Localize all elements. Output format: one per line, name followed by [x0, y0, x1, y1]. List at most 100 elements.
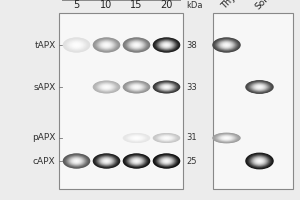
Ellipse shape [126, 82, 147, 92]
Ellipse shape [134, 137, 139, 139]
Ellipse shape [154, 81, 179, 93]
Ellipse shape [100, 41, 113, 49]
Ellipse shape [123, 133, 150, 143]
Ellipse shape [102, 42, 111, 48]
Ellipse shape [128, 83, 145, 91]
Ellipse shape [217, 134, 236, 142]
Ellipse shape [157, 135, 176, 141]
Ellipse shape [94, 154, 119, 168]
Ellipse shape [256, 159, 262, 163]
Ellipse shape [133, 85, 140, 89]
Ellipse shape [134, 43, 139, 47]
Ellipse shape [102, 158, 111, 164]
Ellipse shape [125, 82, 148, 92]
Ellipse shape [213, 133, 240, 143]
Ellipse shape [155, 154, 178, 168]
Ellipse shape [130, 84, 143, 90]
Ellipse shape [125, 154, 148, 168]
Ellipse shape [72, 42, 81, 48]
Ellipse shape [221, 42, 232, 48]
Ellipse shape [71, 158, 82, 164]
Ellipse shape [104, 160, 109, 162]
Ellipse shape [163, 43, 170, 47]
Ellipse shape [63, 154, 90, 168]
Ellipse shape [165, 44, 168, 46]
Ellipse shape [221, 42, 232, 48]
Ellipse shape [250, 155, 269, 167]
Ellipse shape [73, 159, 80, 163]
Ellipse shape [135, 86, 138, 88]
Ellipse shape [158, 83, 175, 91]
Ellipse shape [105, 44, 108, 46]
Ellipse shape [134, 86, 139, 88]
Ellipse shape [164, 160, 169, 162]
Ellipse shape [162, 159, 171, 163]
Ellipse shape [160, 41, 173, 49]
Ellipse shape [155, 155, 178, 167]
Ellipse shape [102, 43, 111, 47]
Ellipse shape [254, 85, 265, 89]
Ellipse shape [128, 40, 146, 50]
Ellipse shape [93, 37, 120, 53]
FancyBboxPatch shape [58, 13, 183, 189]
Ellipse shape [98, 40, 115, 50]
Ellipse shape [223, 43, 230, 47]
Ellipse shape [70, 158, 83, 164]
Ellipse shape [162, 85, 171, 89]
Ellipse shape [252, 157, 267, 165]
Text: sAPX: sAPX [33, 83, 56, 92]
Ellipse shape [247, 81, 272, 93]
Ellipse shape [164, 86, 169, 88]
Ellipse shape [128, 135, 145, 141]
Ellipse shape [254, 158, 265, 164]
Ellipse shape [99, 41, 114, 49]
Ellipse shape [219, 41, 234, 49]
Ellipse shape [100, 84, 113, 90]
Text: 10: 10 [100, 0, 112, 10]
Ellipse shape [70, 42, 83, 48]
Text: cAPX: cAPX [33, 156, 56, 166]
Ellipse shape [63, 38, 90, 52]
Ellipse shape [158, 156, 175, 166]
Ellipse shape [127, 135, 146, 141]
Ellipse shape [126, 39, 147, 51]
Ellipse shape [68, 40, 85, 50]
Ellipse shape [164, 159, 169, 163]
Ellipse shape [255, 85, 264, 89]
Ellipse shape [131, 136, 142, 140]
Ellipse shape [66, 155, 87, 167]
Ellipse shape [131, 158, 142, 164]
Ellipse shape [93, 81, 120, 93]
Text: Thylakoids: Thylakoids [220, 0, 260, 11]
Ellipse shape [130, 41, 143, 49]
Ellipse shape [224, 137, 229, 139]
Ellipse shape [74, 159, 79, 163]
Ellipse shape [93, 154, 120, 168]
Ellipse shape [123, 80, 150, 94]
Ellipse shape [97, 40, 116, 50]
Ellipse shape [162, 137, 171, 139]
Ellipse shape [249, 82, 270, 92]
Ellipse shape [125, 134, 148, 142]
Ellipse shape [253, 157, 266, 165]
Ellipse shape [157, 82, 176, 92]
Ellipse shape [251, 83, 268, 91]
Ellipse shape [134, 44, 139, 46]
Ellipse shape [128, 40, 145, 50]
Ellipse shape [214, 38, 239, 52]
Ellipse shape [63, 153, 90, 169]
Ellipse shape [249, 155, 270, 167]
Ellipse shape [101, 158, 112, 164]
Ellipse shape [68, 156, 85, 166]
Ellipse shape [98, 83, 115, 91]
Ellipse shape [68, 40, 85, 50]
Ellipse shape [104, 43, 109, 47]
Ellipse shape [159, 41, 174, 49]
Ellipse shape [124, 38, 149, 52]
Ellipse shape [130, 157, 143, 165]
Ellipse shape [95, 38, 118, 52]
Ellipse shape [212, 133, 241, 143]
Ellipse shape [153, 81, 180, 93]
Ellipse shape [125, 134, 148, 142]
Ellipse shape [245, 80, 274, 94]
